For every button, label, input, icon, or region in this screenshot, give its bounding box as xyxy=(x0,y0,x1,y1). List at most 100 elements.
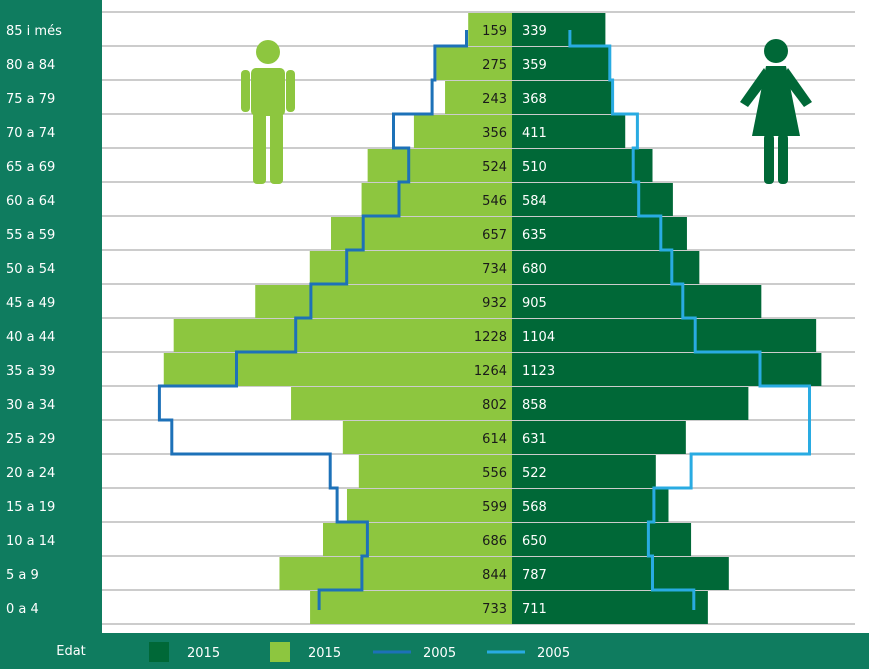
female-bar-2015 xyxy=(512,285,762,318)
male-value-label: 1228 xyxy=(474,330,507,345)
female-value-label: 711 xyxy=(522,602,547,617)
female-value-label: 787 xyxy=(522,568,547,583)
male-bar-2015 xyxy=(358,455,512,488)
male-value-label: 844 xyxy=(482,568,507,583)
x-axis-label: Edat xyxy=(56,644,86,659)
female-value-label: 339 xyxy=(522,24,547,39)
age-tick-label: 55 a 59 xyxy=(6,228,55,243)
legend-panel xyxy=(0,633,869,669)
male-bar-2015 xyxy=(255,285,512,318)
age-tick-label: 45 a 49 xyxy=(6,296,55,311)
age-tick-label: 5 a 9 xyxy=(6,568,39,583)
male-bar-2015 xyxy=(279,557,512,590)
age-tick-label: 70 a 74 xyxy=(6,126,55,141)
male-value-label: 614 xyxy=(482,432,507,447)
lines-2005 xyxy=(157,30,811,610)
male-value-label: 159 xyxy=(482,24,507,39)
value-labels: 159 339 275 359 243 368 356 411 524 510 546 584 657 6… xyxy=(474,24,555,617)
female-value-label: 680 xyxy=(522,262,547,277)
male-value-label: 657 xyxy=(482,228,507,243)
age-axis-panel xyxy=(0,0,102,669)
age-tick-label: 40 a 44 xyxy=(6,330,55,345)
age-tick-label: 30 a 34 xyxy=(6,398,55,413)
male-bar-2015 xyxy=(445,81,512,114)
female-bar-2015 xyxy=(512,353,822,386)
female-value-label: 359 xyxy=(522,58,547,73)
male-value-label: 802 xyxy=(482,398,507,413)
legend-label: 2005 xyxy=(423,646,456,661)
male-value-label: 524 xyxy=(482,160,507,175)
age-tick-label: 10 a 14 xyxy=(6,534,55,549)
age-tick-label: 0 a 4 xyxy=(6,602,39,617)
male-bar-2015 xyxy=(310,591,512,624)
male-value-label: 686 xyxy=(482,534,507,549)
male-bar-2015 xyxy=(291,387,512,420)
male-bar-2015 xyxy=(309,251,512,284)
female-bar-2015 xyxy=(512,217,687,250)
male-bar-2015 xyxy=(163,353,512,386)
female-bar-2015 xyxy=(512,13,606,46)
female-bar-2015 xyxy=(512,183,673,216)
male-bar-2015 xyxy=(346,489,512,522)
legend-label: 2015 xyxy=(308,646,341,661)
female-value-label: 568 xyxy=(522,500,547,515)
age-tick-label: 50 a 54 xyxy=(6,262,55,277)
male-value-label: 275 xyxy=(482,58,507,73)
female-value-label: 368 xyxy=(522,92,547,107)
male-bar-2015 xyxy=(367,149,512,182)
female-bar-2015 xyxy=(512,251,700,284)
male-value-label: 556 xyxy=(482,466,507,481)
female-bar-2015 xyxy=(512,455,656,488)
legend-swatch xyxy=(149,642,169,662)
female-value-label: 510 xyxy=(522,160,547,175)
female-bar-2015 xyxy=(512,591,708,624)
male-bar-2015 xyxy=(173,319,512,352)
male-value-label: 243 xyxy=(482,92,507,107)
male-bar-2015 xyxy=(323,523,512,556)
female-bar-2015 xyxy=(512,149,653,182)
male-value-label: 599 xyxy=(482,500,507,515)
female-value-label: 858 xyxy=(522,398,547,413)
male-value-label: 546 xyxy=(482,194,507,209)
male-bar-2015 xyxy=(330,217,512,250)
male-value-label: 734 xyxy=(482,262,507,277)
male-bar-2015 xyxy=(468,13,512,46)
female-bar-2015 xyxy=(512,557,729,590)
male-value-label: 733 xyxy=(482,602,507,617)
age-tick-label: 60 a 64 xyxy=(6,194,55,209)
age-tick-label: 80 a 84 xyxy=(6,58,55,73)
female-bar-2015 xyxy=(512,523,692,556)
female-value-label: 1104 xyxy=(522,330,555,345)
male-bar-2015 xyxy=(413,115,512,148)
female-bar-2015 xyxy=(512,319,817,352)
female-value-label: 650 xyxy=(522,534,547,549)
male-value-label: 1264 xyxy=(474,364,507,379)
female-bar-2015 xyxy=(512,489,669,522)
age-tick-label: 85 i més xyxy=(6,24,62,39)
age-tick-label: 35 a 39 xyxy=(6,364,55,379)
age-tick-label: 25 a 29 xyxy=(6,432,55,447)
female-value-label: 1123 xyxy=(522,364,555,379)
legend-label: 2005 xyxy=(537,646,570,661)
age-tick-label: 20 a 24 xyxy=(6,466,55,481)
female-bar-2015 xyxy=(512,421,686,454)
age-tick-label: 15 a 19 xyxy=(6,500,55,515)
man-icon xyxy=(241,40,295,184)
male-bar-2015 xyxy=(436,47,512,80)
female-value-label: 411 xyxy=(522,126,547,141)
female-value-label: 584 xyxy=(522,194,547,209)
legend-label: 2015 xyxy=(187,646,220,661)
female-value-label: 905 xyxy=(522,296,547,311)
woman-icon xyxy=(740,39,812,184)
male-value-label: 932 xyxy=(482,296,507,311)
age-tick-label: 75 a 79 xyxy=(6,92,55,107)
male-bar-2015 xyxy=(361,183,512,216)
legend-swatch xyxy=(270,642,290,662)
female-bar-2015 xyxy=(512,47,611,80)
male-line-2005 xyxy=(157,30,468,610)
female-value-label: 635 xyxy=(522,228,547,243)
female-line-2005 xyxy=(568,30,811,610)
female-bar-2015 xyxy=(512,81,614,114)
legend: 2015 2015 2005 2005 xyxy=(149,642,570,662)
